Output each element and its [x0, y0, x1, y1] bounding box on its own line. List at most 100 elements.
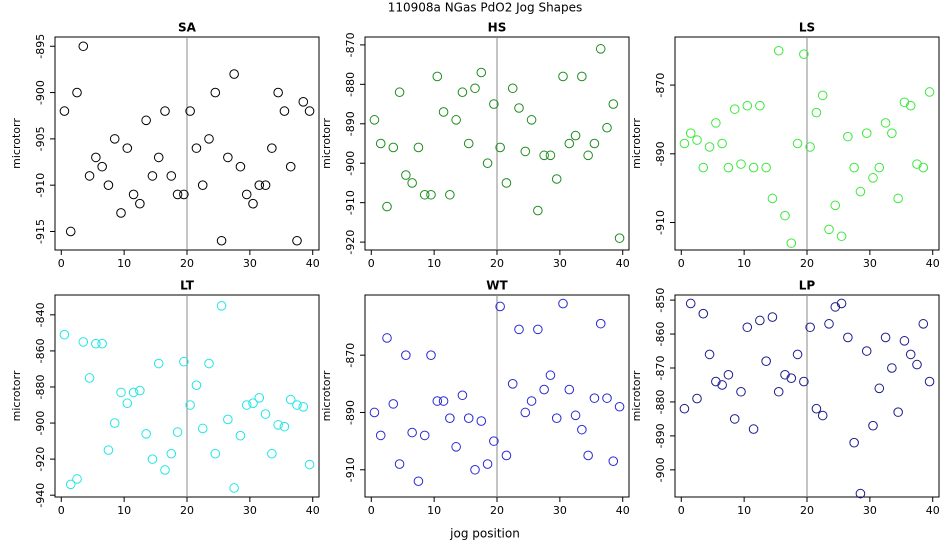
point [298, 402, 309, 412]
point [698, 308, 709, 319]
point [849, 162, 859, 173]
point [773, 45, 784, 56]
y-tick-label: -900 [344, 151, 357, 176]
point [457, 390, 468, 401]
y-tick-label: -890 [344, 111, 357, 136]
point [755, 315, 765, 326]
point [685, 298, 696, 309]
point [267, 448, 277, 459]
point [279, 421, 290, 432]
x-tick-label: 30 [243, 504, 257, 517]
point [254, 393, 265, 403]
x-tick-label: 40 [616, 257, 630, 270]
point [241, 400, 252, 410]
y-tick-label: -880 [344, 72, 357, 97]
point [166, 171, 177, 181]
point [780, 369, 790, 380]
y-tick-label: -910 [344, 190, 357, 215]
x-tick-label: 40 [306, 257, 320, 270]
point [210, 448, 221, 459]
point [748, 424, 759, 434]
point [147, 454, 158, 464]
point [191, 380, 202, 390]
point [438, 107, 449, 117]
y-tick-label: -850 [654, 288, 667, 313]
x-tick-label: 40 [616, 504, 630, 517]
point [761, 162, 771, 173]
y-tick-label: -910 [344, 457, 357, 482]
point [723, 369, 734, 380]
point [103, 445, 114, 455]
point [489, 436, 499, 446]
x-tick-label: 10 [737, 504, 751, 517]
point [216, 301, 227, 311]
point [147, 171, 158, 181]
y-tick-label: -840 [34, 302, 47, 327]
point [229, 69, 239, 79]
point [128, 189, 139, 200]
y-tick-label: -920 [344, 230, 357, 255]
point [614, 401, 625, 412]
panel-title: LT [180, 279, 195, 293]
y-tick-label: -870 [654, 73, 667, 98]
point [273, 87, 283, 98]
point [419, 430, 430, 441]
point [679, 403, 690, 414]
y-tick-label: -895 [34, 34, 47, 59]
x-tick-label: 0 [368, 504, 375, 517]
point [817, 410, 828, 421]
point [824, 224, 834, 235]
point [817, 90, 828, 101]
point [235, 161, 246, 172]
x-tick-label: 20 [800, 504, 814, 517]
point [116, 208, 126, 218]
point [432, 71, 443, 82]
point [685, 128, 696, 138]
point [204, 358, 214, 369]
point [614, 233, 625, 243]
y-axis-label: microtorr [630, 370, 643, 421]
point [786, 238, 797, 248]
y-tick-label: -905 [34, 126, 47, 151]
point [388, 142, 399, 153]
point [861, 346, 872, 356]
y-tick-label: -910 [654, 210, 667, 235]
point [736, 386, 746, 397]
point [887, 363, 897, 373]
point [84, 373, 95, 383]
point [407, 427, 417, 438]
y-axis-label: microtorr [320, 370, 333, 421]
point [570, 410, 581, 421]
point [476, 416, 487, 426]
x-tick-label: 10 [117, 257, 131, 270]
point [489, 99, 499, 109]
point [122, 398, 133, 409]
main-title: 110908a NGas PdO2 Jog Shapes [388, 1, 583, 15]
point [679, 138, 690, 149]
point [729, 104, 740, 114]
point [692, 393, 702, 404]
point [495, 142, 505, 153]
y-tick-label: -890 [654, 423, 667, 448]
y-tick-label: -860 [34, 338, 47, 363]
point [874, 383, 885, 394]
point [141, 115, 151, 126]
point [285, 161, 296, 172]
x-tick-label: 20 [180, 504, 194, 517]
point [526, 115, 537, 125]
point [855, 186, 866, 197]
panel-title: LS [799, 21, 815, 35]
point [248, 198, 258, 209]
panel-title: WT [486, 279, 508, 293]
point [767, 193, 778, 204]
point [589, 393, 600, 403]
y-tick-label: -910 [34, 173, 47, 198]
x-axis-label: jog position [449, 527, 520, 541]
point [836, 231, 847, 242]
point [109, 418, 120, 428]
y-tick-label: -900 [34, 80, 47, 105]
x-tick-label: 0 [58, 504, 65, 517]
point [254, 180, 265, 190]
x-tick-label: 40 [926, 257, 940, 270]
